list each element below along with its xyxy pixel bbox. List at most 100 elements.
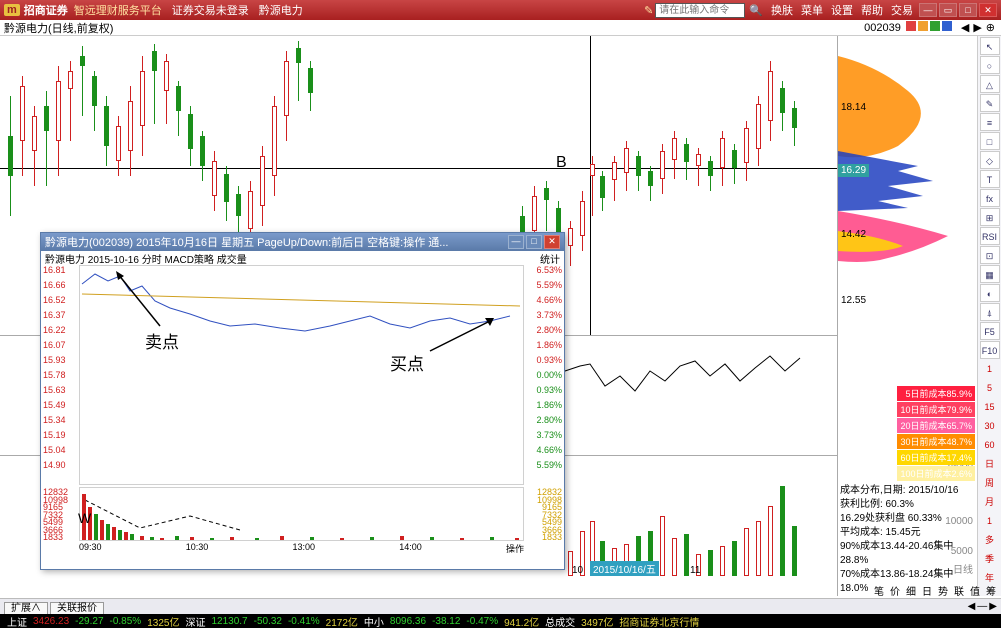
tool-button[interactable]: □ [980,132,1000,150]
brand: 招商证券 [24,2,68,18]
right-toolbar: ↖○△✎≡□◇Tfx⊞RSI⊡▦◐⍋F5F1015153060日周月1多季年 [977,36,1001,596]
ticker-item: 总成交 [545,614,575,628]
bottom-tab[interactable]: 日 [922,587,932,598]
ticker-item: 941.2亿 [504,614,539,628]
tool-button[interactable]: RSI [980,227,1000,245]
tool-button[interactable]: ⊞ [980,208,1000,226]
flag-icon[interactable] [906,21,916,31]
period-button[interactable]: 1 [980,512,1000,530]
search-icon[interactable]: 🔍 [749,4,763,17]
bottom-tab[interactable]: 筹 [986,587,996,598]
popup-chart[interactable]: 16.8116.6616.5216.3716.2216.0715.9315.78… [41,265,564,555]
ticker-item: -50.32 [254,616,282,627]
ticker-item: -29.27 [75,616,103,627]
period-button[interactable]: 5 [980,379,1000,397]
popup-info-right[interactable]: 统计 [540,251,560,265]
mini-icon[interactable]: ▶ [973,22,981,34]
cost-distribution-panel: 18.1416.2914.4212.55 5日前成本85.9%10日前成本79.… [837,36,977,596]
tool-button[interactable]: ≡ [980,113,1000,131]
ticker-item: -0.85% [110,616,142,627]
ticker-item: 中小 [364,614,384,628]
period-button[interactable]: 60 [980,436,1000,454]
tool-button[interactable]: F5 [980,322,1000,340]
scroll-marker[interactable]: — [977,601,987,612]
tool-button[interactable]: F10 [980,341,1000,359]
crosshair-vertical [590,36,591,335]
restore-button[interactable]: ▭ [939,3,957,17]
price-mark: 12.55 [838,294,869,307]
volume-bar [660,516,665,576]
flag-icon[interactable] [930,21,940,31]
tool-button[interactable]: ⍋ [980,303,1000,321]
tool-button[interactable]: ◐ [980,284,1000,302]
flag-icon[interactable] [942,21,952,31]
period-button[interactable]: 月 [980,493,1000,511]
period-button[interactable]: 1 [980,360,1000,378]
flag-icon[interactable] [918,21,928,31]
period-button[interactable]: 周 [980,474,1000,492]
tool-button[interactable]: ◇ [980,151,1000,169]
menu-帮助[interactable]: 帮助 [861,5,883,17]
bottom-tab[interactable]: 价 [890,587,900,598]
scroll-right-icon[interactable]: ▶ [989,601,997,612]
menu-交易[interactable]: 交易 [891,5,913,17]
command-input[interactable] [655,3,745,18]
mini-icon[interactable]: ⊕ [986,22,995,34]
maximize-button[interactable]: □ [959,3,977,17]
bottom-tab[interactable]: 细 [906,587,916,598]
sell-point-label: 卖点 [145,328,179,353]
ticker-item: 1325亿 [147,614,179,628]
period-button[interactable]: 30 [980,417,1000,435]
cost-info-line: 90%成本13.44-20.46集中28.8% [840,540,975,568]
ticker-bar: 上证3426.23-29.27-0.85%1325亿深证12130.7-50.3… [0,614,1001,628]
app-logo: m [4,4,20,16]
tool-button[interactable]: ○ [980,56,1000,74]
menu-菜单[interactable]: 菜单 [801,5,823,17]
price-mark: 14.42 [838,228,869,241]
legend-item: 5日前成本85.9% [897,386,975,401]
cost-legend: 5日前成本85.9%10日前成本79.9%20日前成本65.7%30日前成本48… [897,385,975,481]
tool-button[interactable]: ↖ [980,37,1000,55]
time-label: 操作 [506,542,524,555]
popup-max-button[interactable]: □ [526,235,542,249]
tool-button[interactable]: ⊡ [980,246,1000,264]
close-button[interactable]: ✕ [979,3,997,17]
mini-icon[interactable]: ◀ [961,22,969,34]
intraday-popup[interactable]: 黔源电力(002039) 2015年10月16日 星期五 PageUp/Down… [40,232,565,570]
period-button[interactable]: 季 [980,550,1000,568]
price-mark: 18.14 [838,101,869,114]
period-button[interactable]: 日 [980,455,1000,473]
period-button[interactable]: 15 [980,398,1000,416]
menu-换肤[interactable]: 换肤 [771,5,793,17]
volume-bar [684,534,689,576]
date-label: 2015/10/16/五 [590,561,659,576]
popup-close-button[interactable]: ✕ [544,235,560,249]
tool-button[interactable]: ▦ [980,265,1000,283]
time-label: 14:00 [399,542,422,555]
period-button[interactable]: 多 [980,531,1000,549]
cost-info-line: 16.29处获利盘 60.33% [840,512,975,526]
tool-button[interactable]: fx [980,189,1000,207]
menu-设置[interactable]: 设置 [831,5,853,17]
bottom-tab[interactable]: 笔 [874,587,884,598]
tool-button[interactable]: T [980,170,1000,188]
ticker-item: 深证 [185,614,205,628]
bottom-tab[interactable]: 势 [938,587,948,598]
bottom-tab[interactable]: 值 [970,587,980,598]
login-status: 证券交易未登录 [172,2,249,18]
scroll-left-icon[interactable]: ◀ [968,601,976,612]
tool-button[interactable]: ✎ [980,94,1000,112]
annotation-b: B [556,154,567,172]
popup-min-button[interactable]: — [508,235,524,249]
time-label: 13:00 [292,542,315,555]
cost-info-line: 成本分布,日期: 2015/10/16 [840,484,975,498]
legend-item: 20日前成本65.7% [897,418,975,433]
stock-name: 黔源电力 [259,2,303,18]
date-label: 10 [572,565,583,576]
popup-titlebar[interactable]: 黔源电力(002039) 2015年10月16日 星期五 PageUp/Down… [41,233,564,251]
flag-icons [905,21,953,34]
bottom-tab[interactable]: 联 [954,587,964,598]
time-label: 09:30 [79,542,102,555]
minimize-button[interactable]: — [919,3,937,17]
tool-button[interactable]: △ [980,75,1000,93]
